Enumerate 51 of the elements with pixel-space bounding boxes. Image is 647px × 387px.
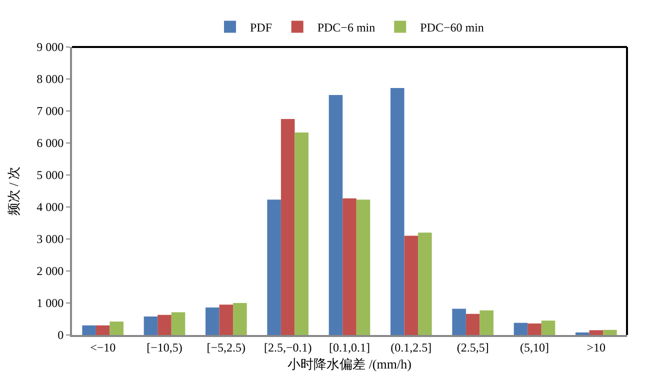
legend-label: PDC−6 min [317,20,376,34]
bar [418,232,432,335]
bar [576,332,590,335]
bar [589,330,604,335]
bar [452,308,466,335]
bar [541,320,556,335]
bar [158,314,172,335]
bar [328,95,343,335]
x-tick-label: (5,10] [520,340,549,354]
bar [603,330,617,335]
y-tick-label: 2 000 [36,264,64,278]
bar [171,312,186,335]
bar [356,200,370,335]
x-tick-label: <−10 [90,340,116,354]
legend-label: PDC−60 min [420,20,484,34]
bar [480,310,494,335]
y-tick-label: 0 [58,328,64,342]
legend-label: PDF [250,20,272,34]
y-tick-label: 7 000 [36,104,64,118]
y-tick-label: 6 000 [36,136,64,150]
x-tick-label: [−5,2.5) [206,340,246,354]
x-tick-label: [−10,5) [146,340,182,354]
bar [528,323,542,335]
bar [514,322,528,335]
bar [219,304,234,335]
bar [267,200,281,335]
bar [144,316,158,335]
x-tick-label: (0.1,2.5] [390,340,432,354]
y-tick-label: 9 000 [36,40,64,54]
x-tick-label: [0.1,0.1] [329,340,370,354]
bar [404,236,418,335]
bar [206,307,220,335]
bar [96,325,110,335]
x-tick-label: [2.5,−0.1) [264,340,312,354]
bar [280,119,295,335]
bar [233,303,247,335]
x-tick-label: (2.5,5] [456,340,489,354]
y-tick-label: 3 000 [36,232,64,246]
bar [82,325,96,335]
x-tick-label: >10 [586,340,606,354]
bar [294,132,308,335]
bar [342,198,356,335]
y-tick-label: 4 000 [36,200,64,214]
x-axis-title: 小时降水偏差 /(mm/h) [288,356,412,372]
y-tick-label: 5 000 [36,168,64,182]
y-axis-title: 频次 / 次 [6,166,22,216]
bar [390,88,404,335]
y-tick-label: 8 000 [36,72,64,86]
y-tick-label: 1 000 [36,296,64,310]
bar [110,322,124,335]
bar [466,314,480,335]
